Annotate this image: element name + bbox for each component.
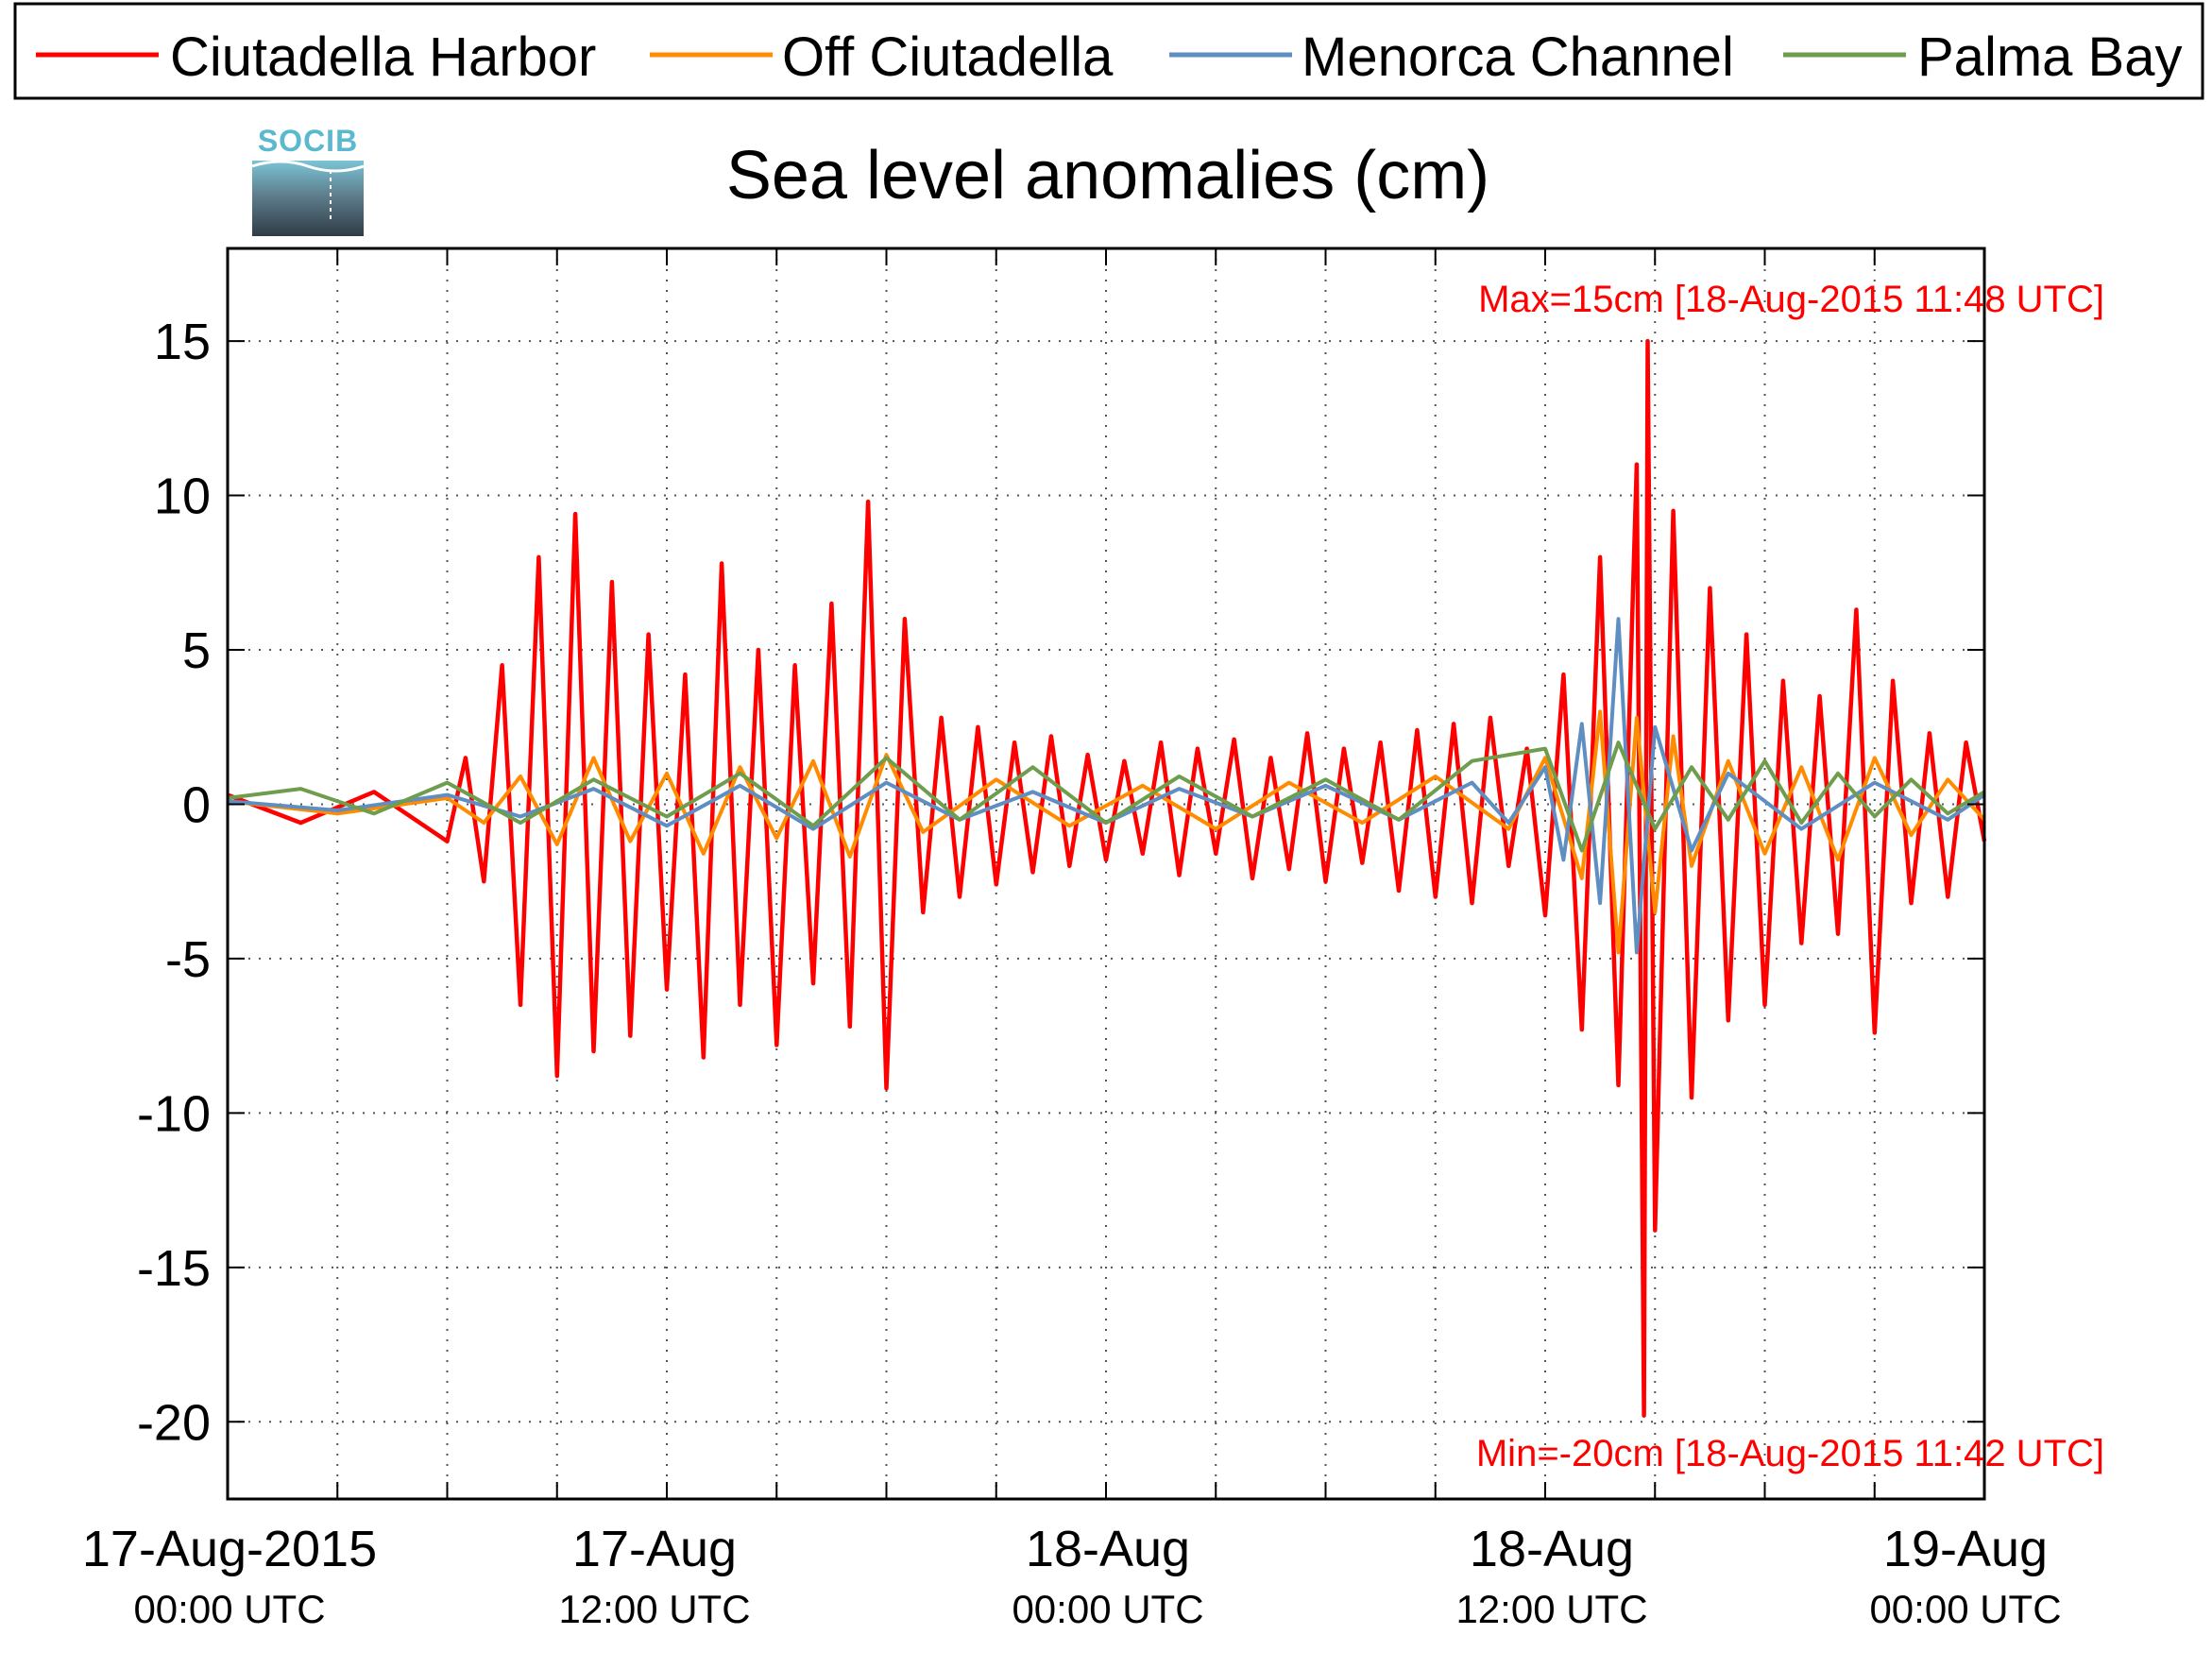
legend-label-menorca-channel: Menorca Channel (1302, 26, 1734, 88)
chart-title: Sea level anomalies (cm) (726, 138, 1489, 213)
legend-box (13, 2, 2204, 100)
legend-label-off-ciutadella: Off Ciutadella (782, 26, 1114, 88)
min-annotation: Min=-20cm [18-Aug-2015 11:42 UTC] (1476, 1433, 2104, 1474)
legend: Ciutadella Harbor Off Ciutadella Menorca… (13, 2, 2204, 100)
series-lines (227, 338, 1987, 1418)
x-tick-sublabel: 12:00 UTC (558, 1587, 750, 1631)
series-line-ciutadella-harbor (227, 338, 1987, 1418)
x-tick-sublabel: 00:00 UTC (1012, 1587, 1203, 1631)
y-tick-label: 0 (182, 776, 211, 833)
axis-ticks (228, 248, 1985, 1499)
x-tick-sublabel: 00:00 UTC (1869, 1587, 2061, 1631)
logo-text: SOCIB (258, 124, 358, 158)
y-tick-label: -20 (137, 1394, 211, 1451)
legend-label-ciutadella-harbor: Ciutadella Harbor (170, 26, 596, 88)
socib-logo: SOCIB (251, 124, 365, 236)
y-tick-label: -5 (165, 931, 211, 988)
x-tick-label: 17-Aug (572, 1521, 737, 1577)
y-tick-label: -15 (137, 1240, 211, 1297)
series-line-palma-bay (227, 741, 1986, 853)
x-tick-label: 19-Aug (1883, 1521, 2048, 1577)
legend-label-palma-bay: Palma Bay (1917, 26, 2182, 88)
y-tick-label: 15 (154, 314, 211, 370)
plot-area (226, 247, 1987, 1501)
x-tick-label: 17-Aug-2015 (82, 1521, 377, 1577)
x-tick-sublabel: 12:00 UTC (1455, 1587, 1647, 1631)
y-tick-label: 10 (154, 468, 211, 525)
x-tick-label: 18-Aug (1026, 1521, 1190, 1577)
x-tick-sublabel: 00:00 UTC (133, 1587, 325, 1631)
x-tick-label: 18-Aug (1470, 1521, 1634, 1577)
y-tick-label: -10 (137, 1085, 211, 1142)
max-annotation: Max=15cm [18-Aug-2015 11:48 UTC] (1478, 279, 2104, 320)
y-tick-label: 5 (182, 622, 211, 679)
